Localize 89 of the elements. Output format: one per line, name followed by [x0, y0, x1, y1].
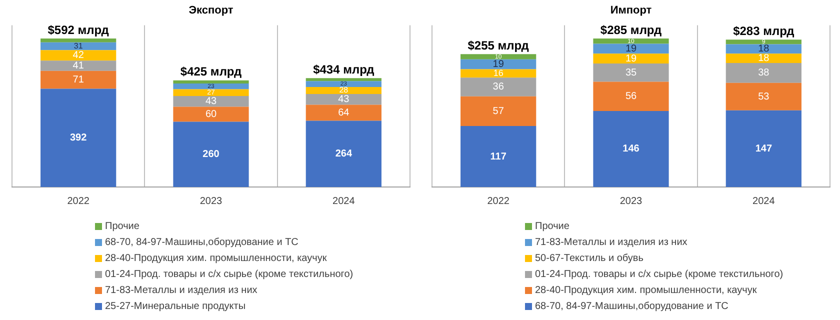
legend-label: 25-27-Минеральные продукты: [105, 300, 246, 312]
x-tick-label: 2024: [752, 196, 776, 207]
bar: [460, 54, 536, 60]
data-label: 71: [72, 74, 84, 86]
data-label: 36: [492, 82, 504, 93]
data-label: 19: [625, 53, 637, 64]
x-tick-label: 2022: [67, 196, 90, 207]
bar: [40, 38, 116, 42]
bar: [40, 60, 116, 71]
total-label: $592 млрд: [48, 22, 110, 37]
total-label: $255 млрд: [468, 38, 530, 52]
data-label: 19: [625, 43, 637, 54]
legend-label: 01-24-Прод. товары и с/х сырье (кроме текстильного): [535, 268, 784, 280]
bar: [40, 88, 116, 187]
bar: [460, 78, 536, 96]
data-label: 53: [758, 91, 770, 102]
bar: [460, 69, 536, 78]
bar: [726, 110, 802, 187]
bar: [173, 122, 249, 187]
legend-label: Прочие: [105, 220, 140, 232]
data-label: 41: [72, 60, 84, 72]
bar: [173, 106, 249, 122]
total-label: $425 млрд: [180, 64, 242, 79]
bar: [173, 80, 249, 84]
data-label: 18: [758, 44, 770, 55]
legend-label: 68-70, 84-97-Машины,оборудование и ТС: [535, 300, 728, 312]
bar: [593, 110, 669, 187]
x-tick-label: 2024: [332, 196, 356, 207]
legend-label: 71-83-Металлы и изделия из них: [105, 284, 258, 296]
chart-title: Экспорт: [188, 4, 234, 17]
bar: [726, 40, 802, 44]
legend-label: 28-40-Продукция хим. промышленности, каучук: [535, 284, 757, 296]
bar: [726, 63, 802, 83]
data-label: 264: [335, 148, 352, 160]
total-label: $434 млрд: [313, 62, 375, 76]
bar: [306, 86, 382, 94]
data-label: 60: [205, 109, 217, 120]
data-label: 42: [72, 50, 84, 62]
bar: [460, 96, 536, 126]
x-tick-label: 2022: [487, 196, 510, 207]
bar: [306, 78, 382, 82]
bar: [306, 120, 382, 187]
data-label: 43: [205, 96, 217, 108]
data-label: 147: [755, 143, 772, 154]
data-label: 117: [490, 151, 507, 162]
legend-label: 50-67-Текстиль и обувь: [535, 252, 644, 264]
data-label: 31: [74, 41, 84, 50]
chart-title: Импорт: [610, 4, 652, 17]
legend-label: 71-83-Металлы и изделия из них: [535, 236, 688, 248]
data-label: 43: [338, 94, 350, 106]
data-label: 56: [625, 91, 637, 102]
legend-label: 01-24-Прод. товары и с/х сырье (кроме текстильного): [105, 268, 354, 280]
data-label: 57: [492, 106, 504, 117]
bar: [40, 50, 116, 61]
x-tick-label: 2023: [200, 196, 223, 207]
data-label: 16: [493, 68, 504, 78]
bar: [593, 82, 669, 111]
bar: [593, 44, 669, 54]
bar: [593, 64, 669, 82]
data-label: 146: [622, 144, 640, 155]
total-label: $283 млрд: [733, 24, 795, 38]
data-label: 28: [339, 86, 349, 95]
total-label: $285 млрд: [600, 22, 662, 37]
data-label: 38: [758, 68, 770, 79]
bar: [306, 81, 382, 87]
legend-label: 68-70, 84-97-Машины,оборудование и ТС: [105, 236, 298, 248]
bar: [460, 126, 536, 187]
bar: [173, 89, 249, 96]
legend-label: Прочие: [535, 220, 570, 232]
bar: [306, 94, 382, 105]
bar: [460, 59, 536, 70]
legend-label: 28-40-Продукция хим. промышленности, каучук: [105, 252, 327, 264]
bar: [40, 42, 116, 50]
bar: [173, 83, 249, 90]
data-label: 35: [625, 67, 637, 78]
bar: [40, 70, 116, 89]
data-label: 260: [202, 149, 220, 160]
bar: [173, 96, 249, 107]
bar: [306, 104, 382, 121]
data-label: 18: [758, 53, 770, 64]
x-tick-label: 2023: [620, 196, 643, 207]
bar: [593, 54, 669, 64]
bar: [726, 82, 802, 110]
bar: [726, 44, 802, 54]
data-label: 64: [338, 108, 350, 119]
data-label: 19: [492, 59, 504, 70]
bar: [726, 54, 802, 64]
data-label: 392: [70, 132, 88, 144]
bar: [593, 38, 669, 44]
